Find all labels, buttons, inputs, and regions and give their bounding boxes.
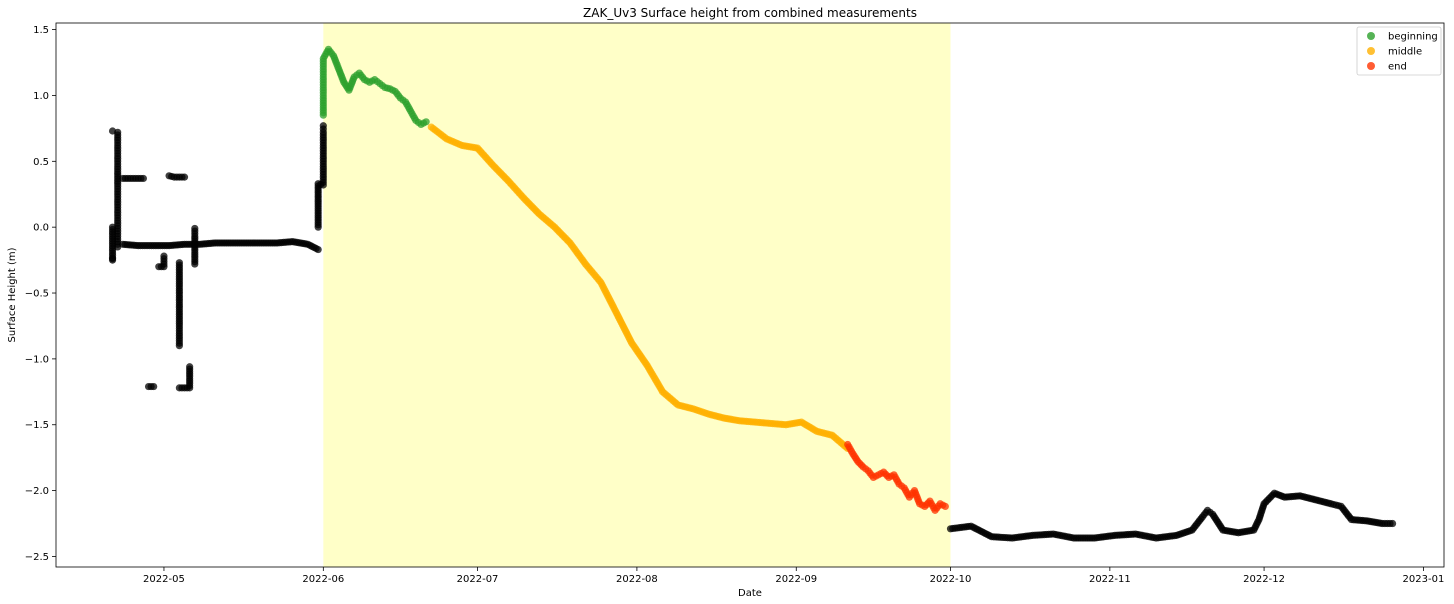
series-end xyxy=(844,440,949,514)
y-tick-label: −1.5 xyxy=(25,420,49,431)
x-tick-label: 2022-10 xyxy=(930,574,972,585)
y-tick-label: 1.5 xyxy=(33,25,49,36)
legend-label-middle: middle xyxy=(1388,47,1422,58)
data-point xyxy=(422,118,430,126)
y-tick-label: 0.5 xyxy=(33,157,49,168)
plot-frame xyxy=(55,22,1445,568)
legend-label-beginning: beginning xyxy=(1388,32,1438,43)
legend-entries: beginning middle end xyxy=(1367,32,1438,73)
data-point xyxy=(175,342,183,350)
y-axis-ticks: −2.5 −2.0 −1.5 −1.0 −0.5 0.0 0.5 1.0 1.5 xyxy=(25,25,56,563)
series-middle xyxy=(427,123,852,453)
data-point xyxy=(319,122,327,130)
x-tick-label: 2022-07 xyxy=(457,574,499,585)
y-tick-label: −1.0 xyxy=(25,354,49,365)
x-tick-label: 2022-08 xyxy=(616,574,658,585)
data-point xyxy=(139,174,147,183)
y-tick-label: −2.0 xyxy=(25,486,49,497)
data-point xyxy=(186,363,194,371)
legend-marker-end xyxy=(1367,62,1375,70)
data-point xyxy=(114,128,122,136)
legend-marker-middle xyxy=(1367,47,1375,55)
chart-title: ZAK_Uv3 Surface height from combined mea… xyxy=(583,6,917,20)
legend-label-end: end xyxy=(1388,62,1407,73)
data-point xyxy=(941,502,949,511)
data-point xyxy=(160,252,168,260)
legend-frame xyxy=(1356,26,1442,76)
y-tick-label: −0.5 xyxy=(25,289,49,300)
x-tick-label: 2022-05 xyxy=(143,574,185,585)
data-point xyxy=(314,245,322,254)
legend-marker-beginning xyxy=(1367,32,1375,40)
y-tick-label: −2.5 xyxy=(25,552,49,563)
series-beginning xyxy=(319,45,430,129)
data-point xyxy=(150,382,158,391)
data-point xyxy=(180,173,189,181)
x-axis-ticks: 2022-05 2022-06 2022-07 2022-08 2022-09 2022-… xyxy=(143,567,1444,585)
x-axis-label: Date xyxy=(738,588,762,599)
plot-layer xyxy=(108,23,1397,567)
series-unlabeled xyxy=(108,122,1397,542)
data-point xyxy=(191,224,199,233)
x-tick-label: 2022-06 xyxy=(302,574,344,585)
y-tick-label: 1.0 xyxy=(33,91,49,102)
x-tick-label: 2022-11 xyxy=(1089,574,1131,585)
x-tick-label: 2023-01 xyxy=(1403,574,1445,585)
x-tick-label: 2022-12 xyxy=(1243,574,1285,585)
legend: beginning middle end xyxy=(1356,26,1442,76)
data-point xyxy=(1388,519,1397,528)
x-tick-label: 2022-09 xyxy=(775,574,817,585)
y-axis-label: Surface Height (m) xyxy=(7,247,18,342)
y-tick-label: 0.0 xyxy=(33,223,49,234)
highlight-span xyxy=(323,23,951,567)
